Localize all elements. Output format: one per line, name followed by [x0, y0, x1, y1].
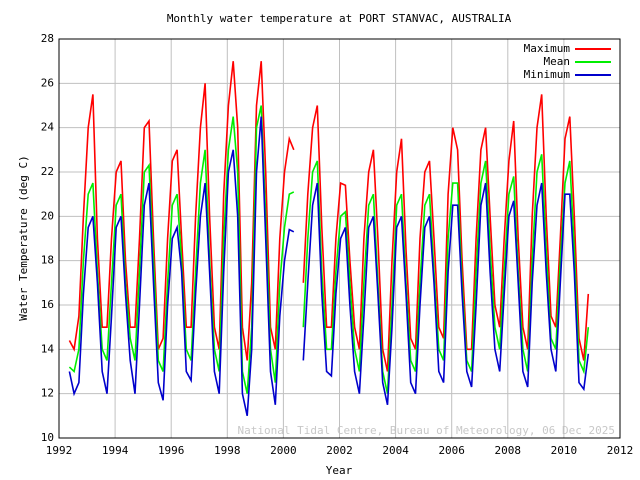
x-axis-label: Year: [326, 464, 353, 477]
legend-label: Mean: [544, 55, 571, 68]
x-tick-label: 2004: [382, 444, 409, 457]
x-tick-label: 2010: [551, 444, 578, 457]
legend-label: Minimum: [524, 68, 571, 81]
data-line: [68, 61, 590, 372]
chart-title: Monthly water temperature at PORT STANVA…: [167, 12, 512, 25]
plot-frame: [58, 38, 621, 439]
y-tick-label: 22: [41, 165, 54, 178]
y-tick-label: 18: [41, 254, 54, 267]
y-tick-label: 28: [41, 32, 54, 45]
watermark: National Tidal Centre, Bureau of Meteoro…: [238, 424, 616, 437]
x-tick-label: 2002: [326, 444, 353, 457]
legend-label: Maximum: [524, 42, 571, 55]
x-tick-label: 1996: [158, 444, 185, 457]
x-tick-label: 2006: [438, 444, 465, 457]
data-line: [68, 116, 590, 416]
y-tick-label: 12: [41, 387, 54, 400]
y-tick-label: 10: [41, 431, 54, 444]
y-axis-label: Water Temperature (deg C): [17, 155, 30, 321]
x-tick-label: 2012: [607, 444, 634, 457]
y-tick-label: 26: [41, 76, 54, 89]
y-tick-label: 14: [41, 342, 55, 355]
y-tick-label: 16: [41, 298, 54, 311]
data-line: [68, 105, 590, 394]
x-tick-label: 1998: [214, 444, 241, 457]
y-tick-label: 24: [41, 121, 55, 134]
x-tick-label: 2008: [495, 444, 522, 457]
x-tick-label: 1992: [46, 444, 73, 457]
x-tick-label: 2000: [270, 444, 297, 457]
x-tick-label: 1994: [102, 444, 129, 457]
y-tick-label: 20: [41, 209, 54, 222]
